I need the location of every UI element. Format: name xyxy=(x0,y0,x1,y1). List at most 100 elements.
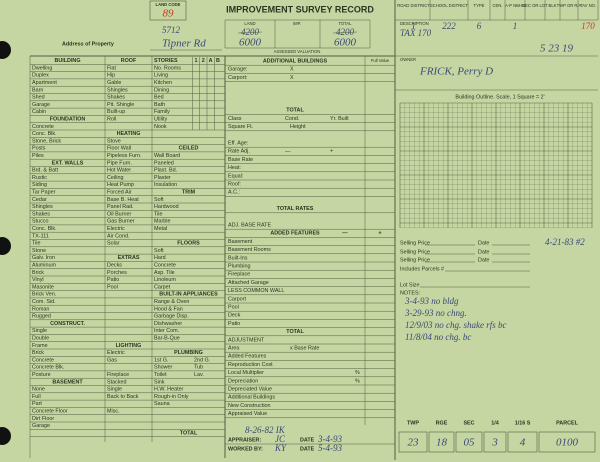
item-label: Shed xyxy=(32,95,45,101)
item-label: Sink xyxy=(154,379,165,385)
parcel-label: 1/16 S xyxy=(515,420,531,426)
code-label: BLK xyxy=(549,3,557,8)
date-label: DATE xyxy=(300,437,315,443)
item-label: Piles xyxy=(32,153,44,159)
item-label: Pipeless Furn. xyxy=(107,153,141,159)
item-label: Kitchen xyxy=(154,80,172,86)
appraiser-label: APPRAISER: xyxy=(228,437,261,443)
item-label: Dirt Floor xyxy=(32,416,54,422)
row-label: Cond. xyxy=(285,116,299,122)
valuation-value: 6000 xyxy=(239,37,262,49)
parcel-label: 1/4 xyxy=(491,420,499,426)
item-label: Dining xyxy=(154,87,169,93)
binder-hole xyxy=(0,41,11,59)
item-label: Hood & Fan xyxy=(154,306,183,312)
item-label: Duplex xyxy=(32,73,49,79)
item-label: Garbage Disp. xyxy=(154,314,189,320)
item-label: Pipe Furn. xyxy=(107,160,132,166)
parcel-label: RGE xyxy=(436,420,448,426)
row-label: New Construction xyxy=(228,403,271,409)
story-check: A xyxy=(209,58,213,64)
row-label: Carport xyxy=(228,296,246,302)
item-label: Concrete xyxy=(32,124,54,130)
item-label: Gable xyxy=(107,80,121,86)
story-check: B xyxy=(216,58,220,64)
item-label: Galv. Iron xyxy=(32,255,55,261)
section-title: ADDED FEATURES xyxy=(270,231,320,237)
item-label: Concrete xyxy=(154,262,176,268)
item-label: Base B. Heat xyxy=(107,197,139,203)
item-label: Gas Burner xyxy=(107,219,135,225)
item-label: Electric xyxy=(107,226,125,232)
land-code-box xyxy=(149,0,187,21)
section-title: TOTAL xyxy=(180,430,198,436)
item-label: Stacked xyxy=(107,379,126,385)
row-label: Attached Garage xyxy=(228,280,269,286)
item-label: Metal xyxy=(154,226,167,232)
worked-date: 5-4-93 xyxy=(318,443,342,453)
valuation-value: 6000 xyxy=(334,37,357,49)
item-label: Soft xyxy=(154,197,164,203)
code-label: TWP OR R/A xyxy=(557,3,582,8)
story-check: 2 xyxy=(202,58,205,64)
item-label: Linoleum xyxy=(154,277,176,283)
binder-hole xyxy=(0,237,11,255)
note: 3-29-93 no chng. xyxy=(404,308,467,318)
note: 11/8/04 no chg. bc xyxy=(405,332,471,342)
item-label: Bar-B-Que xyxy=(154,335,180,341)
code-value: 6 xyxy=(477,21,482,31)
valuation-caption: ASSESSED VALUATION xyxy=(274,49,321,54)
item-label: Back to Back xyxy=(107,394,139,400)
item-label: Shakes xyxy=(32,211,50,217)
item-label: Floor Wall xyxy=(107,146,131,152)
land-code: 89 xyxy=(163,8,175,20)
section-title: BASEMENT xyxy=(52,379,83,385)
lot-size-label: Lot Size xyxy=(400,282,419,288)
row-label: Additional Buildings xyxy=(228,395,275,401)
parcel-value: 23 xyxy=(408,437,420,449)
item-label: Heat Pump xyxy=(107,182,134,188)
item-label: Rough-in Only xyxy=(154,394,189,400)
owner-label: OWNER xyxy=(400,57,416,62)
owner: FRICK, Perry D xyxy=(419,66,493,78)
item-label: Forced Air xyxy=(107,189,132,195)
rule xyxy=(332,31,358,34)
item-label: Pool xyxy=(107,284,118,290)
item-label: Family xyxy=(154,109,170,115)
date-label: Date xyxy=(478,257,489,263)
item-label: Posture xyxy=(32,372,51,378)
section-title: BUILDING xyxy=(54,58,80,64)
item-label: Roll xyxy=(107,116,116,122)
appraiser-date: 3-4-93 xyxy=(317,434,342,444)
item-label: Hardwood xyxy=(154,204,179,210)
selling-price-label: Selling Price xyxy=(400,249,430,255)
description: TAX 170 xyxy=(400,28,432,38)
date-label: Date xyxy=(478,249,489,255)
item-label: Rustic xyxy=(32,175,47,181)
valuation-label: TOTAL xyxy=(338,21,352,26)
row-label: Local Multiplier xyxy=(228,370,264,376)
parcel-value: 0100 xyxy=(556,437,579,449)
row-label: % xyxy=(355,370,360,376)
item-label: Soft xyxy=(154,248,164,254)
item-label: Sauna xyxy=(154,401,170,407)
code-value: 1 xyxy=(513,21,518,31)
item-label: Concrete xyxy=(32,357,54,363)
item-label: Insulation xyxy=(154,182,177,188)
item-label: Com. Sid. xyxy=(32,299,56,305)
row-label: Added Features xyxy=(228,354,267,360)
item-label: Brd. & Batt xyxy=(32,168,59,174)
item-label: Tile xyxy=(154,211,163,217)
item-label: Masonite xyxy=(32,284,54,290)
row-label: + xyxy=(330,149,333,155)
item-label: 2nd G. xyxy=(194,357,210,363)
item-label: Apartment xyxy=(32,80,57,86)
row-label: Pool xyxy=(228,305,239,311)
row-label: Carport: xyxy=(228,75,247,81)
row-label: Basement xyxy=(228,239,253,245)
item-label: Conc. Blk. xyxy=(32,131,57,137)
row-label: Height xyxy=(290,124,306,130)
item-label: Stone xyxy=(32,248,46,254)
story-check: 1 xyxy=(195,58,198,64)
